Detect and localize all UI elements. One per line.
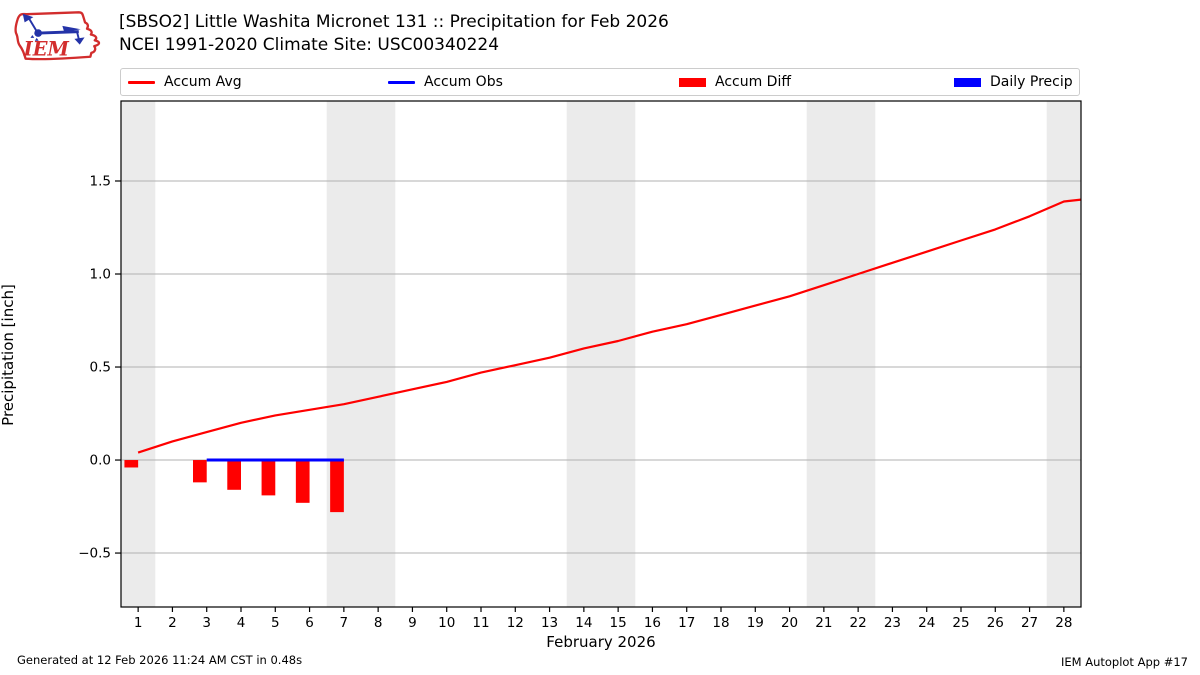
weekend-band <box>121 101 156 607</box>
x-tick-label: 21 <box>815 615 832 631</box>
y-tick-label: −0.5 <box>78 546 111 562</box>
x-tick-label: 4 <box>237 615 246 631</box>
bar-accum-diff <box>330 460 344 513</box>
x-tick-label: 12 <box>507 615 524 631</box>
x-tick-label: 18 <box>712 615 729 631</box>
x-tick-label: 3 <box>202 615 211 631</box>
generated-timestamp: Generated at 12 Feb 2026 11:24 AM CST in… <box>17 653 303 667</box>
legend-swatch <box>679 77 706 87</box>
plot-border <box>120 100 1082 608</box>
app-credit: IEM Autoplot App #17 <box>1060 655 1188 669</box>
x-tick-label: 17 <box>678 615 695 631</box>
iem-logo-text: IEM <box>23 37 70 60</box>
legend-label: Accum Diff <box>715 74 792 90</box>
x-tick-label: 16 <box>644 615 661 631</box>
weather-vane-icon <box>22 13 85 45</box>
title-block: [SBSO2] Little Washita Micronet 131 :: P… <box>119 11 669 57</box>
x-tick-label: 24 <box>918 615 935 631</box>
x-tick-label: 23 <box>884 615 901 631</box>
legend-item-accum-obs: Accum Obs <box>388 69 503 95</box>
x-tick-label: 2 <box>168 615 177 631</box>
chart-title: [SBSO2] Little Washita Micronet 131 :: P… <box>119 12 669 32</box>
legend-swatch <box>954 77 981 87</box>
legend-item-daily-precip: Daily Precip <box>954 69 1073 95</box>
x-tick-label: 13 <box>541 615 558 631</box>
x-tick-label: 26 <box>987 615 1004 631</box>
legend-label: Daily Precip <box>990 74 1073 90</box>
x-tick-label: 1 <box>134 615 143 631</box>
bar-accum-diff <box>295 460 310 503</box>
chart-subtitle: NCEI 1991-2020 Climate Site: USC00340224 <box>119 35 500 55</box>
legend-label: Accum Obs <box>424 74 503 90</box>
x-tick-label: 22 <box>850 615 867 631</box>
y-tick-label: 0.5 <box>90 360 111 376</box>
x-tick-label: 19 <box>747 615 764 631</box>
iowa-outline <box>14 11 101 61</box>
weekend-band <box>566 101 636 607</box>
y-tick-label: 1.0 <box>90 267 111 283</box>
legend-item-accum-avg: Accum Avg <box>128 69 242 95</box>
legend-label: Accum Avg <box>164 74 242 90</box>
weekend-band <box>1046 101 1081 607</box>
x-tick-label: 28 <box>1055 615 1072 631</box>
legend-swatch <box>388 80 415 84</box>
weekend-band <box>326 101 396 607</box>
bar-accum-diff <box>227 460 241 490</box>
x-tick-label: 20 <box>781 615 798 631</box>
bar-accum-diff <box>193 460 207 483</box>
x-tick-label: 25 <box>952 615 969 631</box>
legend: Accum Avg Accum Obs Accum Diff Daily Precip <box>120 68 1080 96</box>
x-tick-label: 9 <box>408 615 417 631</box>
x-tick-label: 27 <box>1021 615 1038 631</box>
x-tick-label: 11 <box>472 615 489 631</box>
y-axis-label: Precipitation [inch] <box>0 284 17 426</box>
bar-accum-diff <box>124 460 139 468</box>
y-tick-label: 1.5 <box>90 173 111 189</box>
x-tick-label: 14 <box>575 615 592 631</box>
legend-item-accum-diff: Accum Diff <box>679 69 791 95</box>
legend-swatch <box>128 80 155 84</box>
x-tick-label: 5 <box>271 615 280 631</box>
y-tick-label: 0.0 <box>90 453 111 469</box>
x-tick-label: 10 <box>438 615 455 631</box>
x-tick-label: 15 <box>610 615 627 631</box>
x-tick-label: 8 <box>374 615 383 631</box>
iem-logo: IEM <box>14 11 101 61</box>
x-tick-label: 7 <box>340 615 349 631</box>
bar-accum-diff <box>261 460 276 496</box>
line-accum-avg <box>137 198 1082 454</box>
x-axis-label: February 2026 <box>546 633 656 651</box>
x-tick-label: 6 <box>305 615 314 631</box>
weekend-band <box>806 101 876 607</box>
